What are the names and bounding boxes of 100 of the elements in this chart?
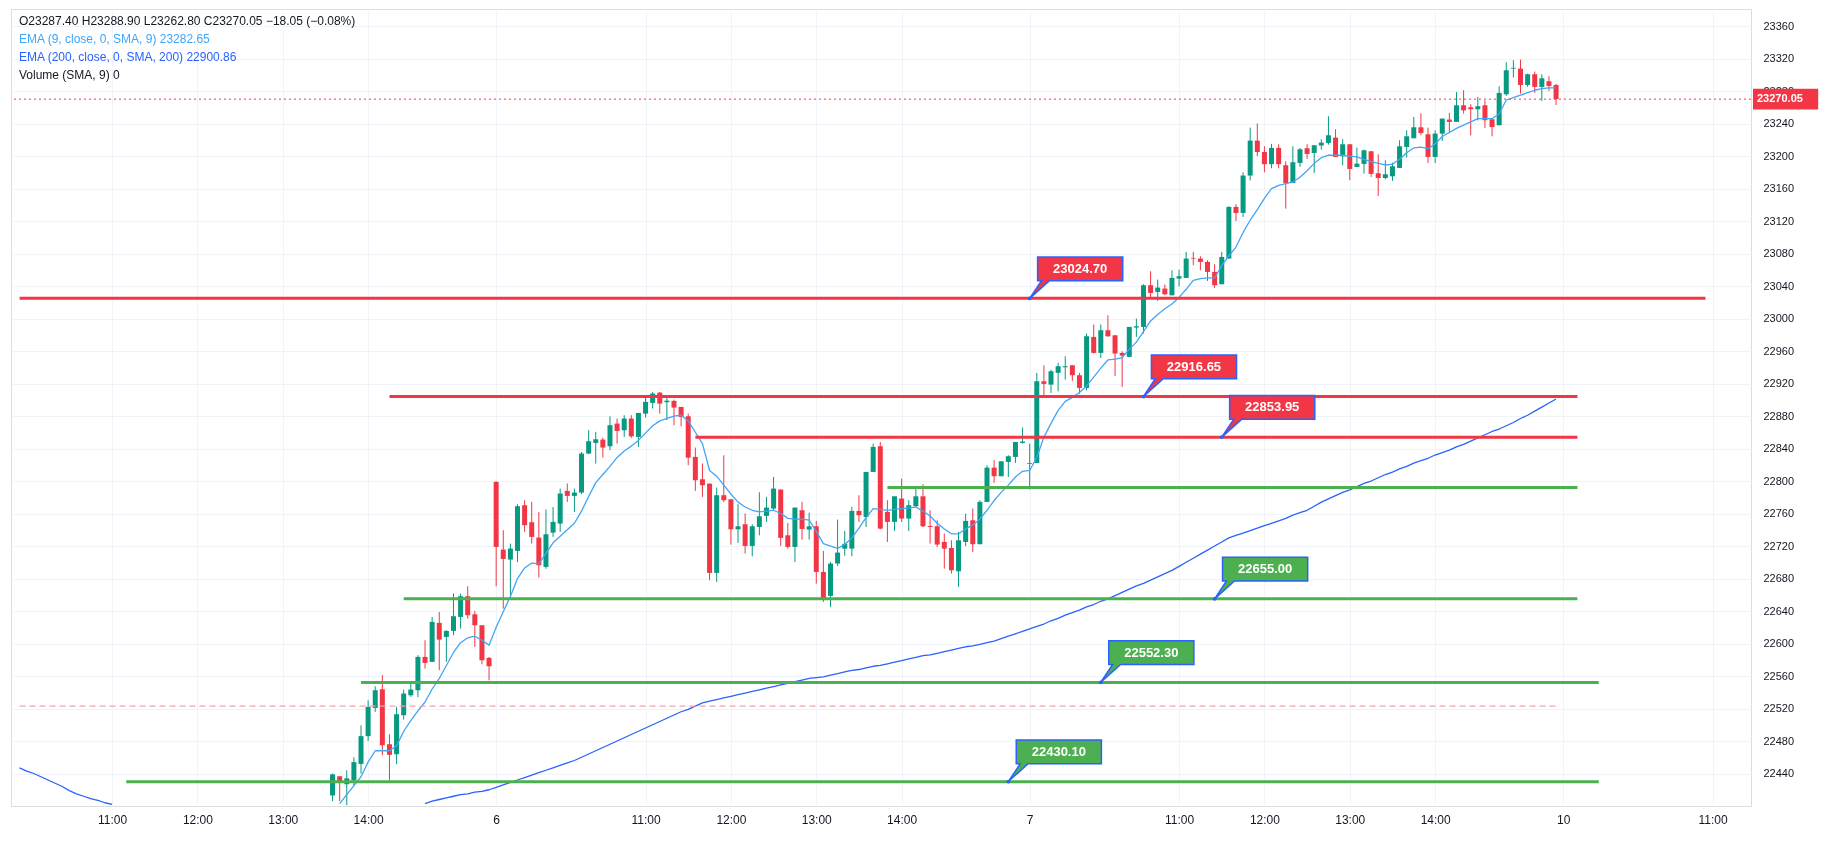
candlestick	[771, 476, 777, 511]
candlestick	[1183, 251, 1189, 279]
candlestick	[1382, 159, 1388, 180]
candlestick	[1532, 71, 1538, 94]
candlestick	[1133, 318, 1139, 338]
x-tick-label: 14:00	[887, 812, 918, 827]
candlestick	[1325, 115, 1331, 146]
candlestick	[1489, 118, 1495, 137]
candlestick	[692, 447, 698, 492]
x-tick-label: 14:00	[1420, 812, 1451, 827]
candlestick	[607, 415, 613, 451]
text: EMA (200, close, 0, SMA, 200) 22900.86	[19, 50, 237, 64]
candlestick	[906, 499, 912, 532]
candlestick	[600, 437, 606, 459]
candlestick	[963, 513, 969, 547]
y-tick-label: 23360	[1763, 19, 1795, 32]
x-tick-label: 14:00	[353, 812, 384, 827]
y-tick-label: 22920	[1763, 377, 1795, 390]
candlestick	[1283, 160, 1289, 210]
candlestick	[1418, 112, 1424, 136]
x-tick-label: 7	[1026, 812, 1034, 827]
candlestick	[450, 593, 456, 636]
annotation: 23024.70	[1053, 260, 1108, 276]
candlestick	[1468, 103, 1474, 136]
y-tick-label: 22880	[1763, 409, 1795, 422]
candlestick	[486, 656, 492, 681]
candlestick	[1432, 129, 1438, 164]
y-tick-label: 22560	[1763, 669, 1795, 682]
x-tick-label: 13:00	[1335, 812, 1366, 827]
y-tick-label: 22800	[1763, 474, 1795, 487]
candlestick	[436, 611, 442, 671]
candlestick	[564, 483, 570, 503]
annotation: 22655.00	[1238, 561, 1293, 577]
y-tick-label: 22520	[1763, 702, 1795, 715]
x-tick-label: 11:00	[97, 812, 128, 827]
candlestick	[1304, 143, 1310, 160]
candlestick	[756, 491, 762, 536]
candlestick	[1518, 59, 1523, 95]
candlestick	[1546, 75, 1552, 92]
candlestick	[593, 431, 599, 465]
candlestick	[1311, 144, 1317, 174]
y-tick-label: 23000	[1763, 312, 1795, 325]
y-tick-label: 23080	[1763, 247, 1795, 260]
candlestick	[1539, 73, 1545, 102]
ref-line-label: 23270.05	[1757, 92, 1803, 105]
y-tick-label: 22960	[1763, 344, 1795, 357]
candlestick	[628, 414, 634, 439]
candlestick	[742, 513, 748, 555]
candlestick	[1333, 128, 1339, 158]
candlestick	[351, 756, 357, 787]
candlestick	[856, 494, 862, 523]
x-tick-label: 13:00	[268, 812, 299, 827]
y-tick-label: 22640	[1763, 604, 1795, 617]
candlestick	[1176, 269, 1182, 287]
candlestick	[1375, 153, 1381, 197]
candlestick	[1269, 143, 1275, 169]
annotation: O23287.40 H23288.90 L23262.80 C23270.05 −18.05 (−0.08%)	[19, 14, 356, 28]
annotation: 22853.95	[1245, 399, 1300, 415]
y-tick-label: 22680	[1763, 572, 1795, 585]
candlestick	[1005, 454, 1011, 478]
x-tick-label: 12:00	[182, 812, 214, 827]
candlestick	[1190, 251, 1196, 266]
annotation: 22552.30	[1124, 644, 1179, 660]
y-tick-label: 23200	[1763, 149, 1795, 162]
annotation: 22430.10	[1031, 743, 1086, 759]
candlestick	[372, 685, 378, 713]
annotation: Volume (SMA, 9) 0	[19, 68, 121, 82]
y-tick-label: 22720	[1763, 539, 1795, 552]
candlestick	[1425, 127, 1431, 164]
candlestick	[806, 512, 812, 541]
x-tick-label: 11:00	[1164, 812, 1195, 827]
y-tick-label: 23120	[1763, 214, 1795, 227]
candlestick	[799, 501, 805, 541]
candlestick	[735, 503, 741, 544]
candlestick	[1368, 150, 1374, 178]
candlestick	[522, 499, 528, 533]
candlestick	[614, 418, 620, 445]
candlestick	[1098, 324, 1104, 359]
candlestick	[884, 499, 890, 543]
candlestick	[1261, 145, 1267, 173]
x-tick-label: 12:00	[1249, 812, 1281, 827]
annotation: 22916.65	[1166, 358, 1222, 374]
x-tick-label: 13:00	[801, 812, 833, 827]
candlestick	[1233, 203, 1239, 222]
x-tick-label: 11:00	[1698, 812, 1728, 827]
candlestick	[785, 522, 791, 550]
candlestick	[1155, 279, 1161, 302]
candlestick	[934, 519, 940, 548]
candlestick	[1062, 355, 1068, 381]
candlestick	[899, 478, 905, 523]
candlestick	[721, 454, 727, 503]
candlestick	[1048, 369, 1054, 394]
candlestick	[1297, 147, 1303, 168]
candlestick	[1254, 123, 1260, 157]
y-tick-label: 23040	[1763, 279, 1795, 292]
candlestick	[835, 519, 841, 567]
candlestick	[1169, 269, 1175, 296]
candlestick	[507, 543, 513, 596]
candlestick	[1105, 314, 1111, 338]
y-tick-label: 22600	[1763, 637, 1795, 650]
